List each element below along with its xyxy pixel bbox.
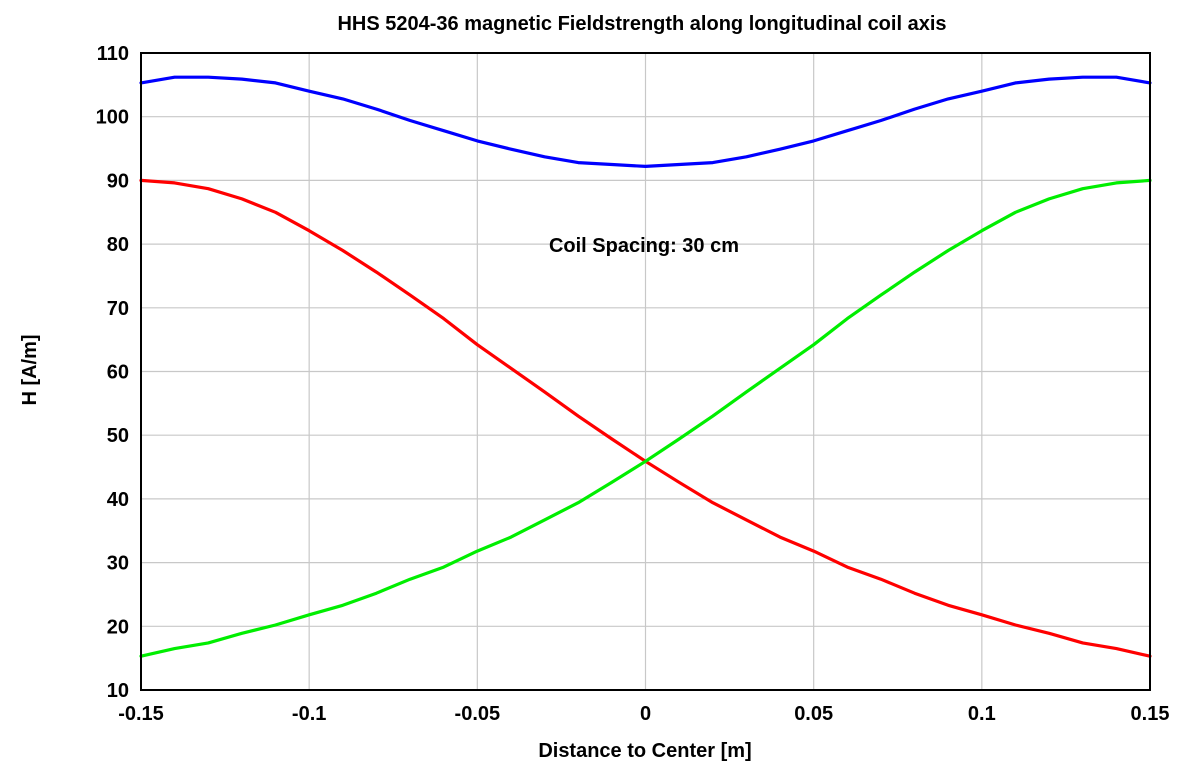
y-tick-label: 80 xyxy=(107,234,129,256)
y-tick-label: 20 xyxy=(107,616,129,638)
x-tick-labels: -0.15 -0.1 -0.05 0 0.05 0.1 0.15 xyxy=(118,703,1169,725)
y-tick-label: 70 xyxy=(107,298,129,320)
series-group xyxy=(139,75,1152,658)
x-axis-label: Distance to Center [m] xyxy=(538,740,751,762)
y-tick-label: 110 xyxy=(97,43,129,65)
y-tick-labels: 10 20 30 40 50 60 70 80 90 100 110 xyxy=(96,43,129,702)
y-tick-label: 10 xyxy=(107,680,129,702)
x-tick-label: 0.05 xyxy=(794,703,833,725)
chart-title: HHS 5204-36 magnetic Fieldstrength along… xyxy=(337,13,946,35)
x-tick-label: 0.15 xyxy=(1131,703,1170,725)
grid xyxy=(140,52,1151,691)
y-axis-label: H [A/m] xyxy=(19,334,41,405)
y-tick-label: 40 xyxy=(107,489,129,511)
y-tick-label: 90 xyxy=(107,170,129,192)
y-tick-label: 50 xyxy=(107,425,129,447)
coil-spacing-annotation: Coil Spacing: 30 cm xyxy=(549,235,739,257)
y-tick-label: 30 xyxy=(107,553,129,575)
y-tick-label: 60 xyxy=(107,362,129,384)
x-tick-label: 0.1 xyxy=(968,703,996,725)
series-line-1 xyxy=(139,75,1152,168)
y-tick-label: 100 xyxy=(96,107,129,129)
x-tick-label: -0.1 xyxy=(292,703,326,725)
x-tick-label: -0.05 xyxy=(455,703,501,725)
x-tick-label: 0 xyxy=(640,703,651,725)
series-line-3 xyxy=(139,178,1152,658)
x-tick-label: -0.15 xyxy=(118,703,164,725)
plot-frame xyxy=(140,52,1151,691)
